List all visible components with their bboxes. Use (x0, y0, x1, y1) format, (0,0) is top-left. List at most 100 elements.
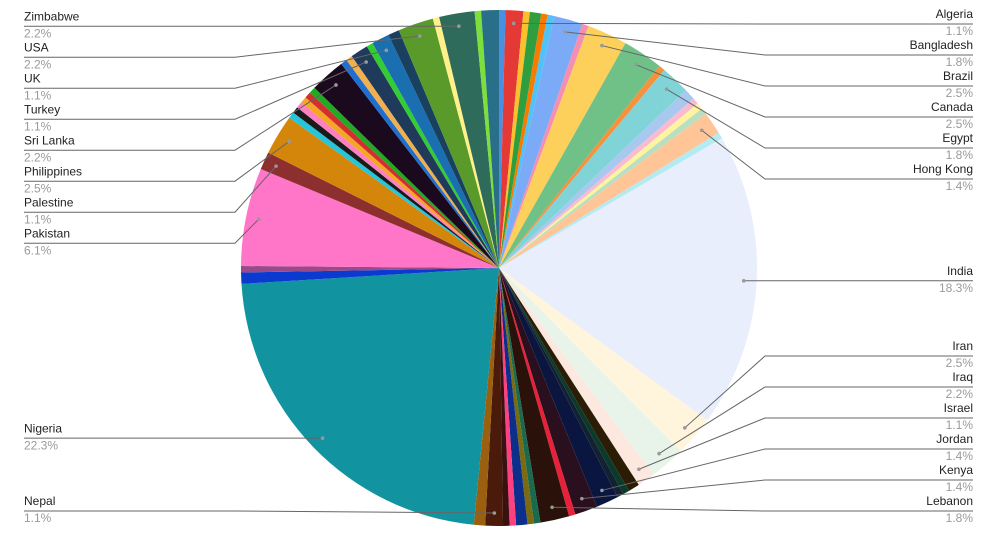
slice-value-label: 1.1% (24, 212, 52, 226)
pie-slice (499, 268, 510, 526)
pie-slice (499, 26, 626, 269)
slice-value-label: 1.1% (946, 418, 974, 432)
leader-dot (741, 278, 746, 283)
leader-line (658, 386, 973, 455)
pie-slice (499, 268, 708, 452)
pie-slice (499, 138, 757, 421)
pie-slice (499, 268, 681, 475)
slice-value-label: 1.1% (24, 119, 52, 133)
slice-label: Nepal (24, 494, 55, 508)
slice-value-label: 2.5% (24, 181, 52, 195)
leader-line (552, 506, 973, 512)
leader-dot (563, 30, 567, 34)
pie-slice (499, 113, 719, 268)
leader-line (638, 417, 973, 470)
pie-slice (268, 117, 499, 268)
leader-dot (274, 164, 278, 168)
pie-slice (289, 112, 499, 268)
pie-slice (499, 268, 654, 485)
slice-value-label: 2.5% (946, 86, 974, 100)
slice-value-label: 2.2% (24, 57, 52, 71)
slice-label: Pakistan (24, 226, 70, 240)
pie-slice (314, 63, 499, 268)
slice-value-label: 2.5% (946, 356, 974, 370)
slice-value-label: 2.2% (946, 387, 974, 401)
leader-line (24, 165, 277, 213)
pie-slice (241, 268, 499, 284)
slice-label: Jordan (936, 432, 973, 446)
pie-slice (398, 18, 499, 269)
pie-slice (439, 11, 499, 269)
slice-value-label: 2.5% (946, 117, 974, 131)
slice-label: Iran (952, 339, 973, 353)
slice-value-label: 1.4% (946, 449, 974, 463)
leader-dot (657, 451, 661, 456)
pie-slice (481, 10, 499, 268)
slice-value-label: 1.1% (946, 24, 974, 38)
slice-label: Lebanon (926, 494, 973, 508)
pie-slice (305, 92, 499, 268)
leader-line (24, 84, 337, 151)
slice-label: Kenya (939, 463, 973, 477)
leader-line (564, 31, 973, 56)
leader-line (24, 218, 260, 244)
slice-label: Turkey (24, 102, 60, 116)
leader-dot (637, 467, 641, 472)
leader-line (601, 45, 973, 87)
slice-label: Nigeria (24, 421, 62, 435)
leader-dot (511, 21, 516, 26)
leader-line (684, 355, 973, 429)
slice-label: Algeria (936, 7, 974, 21)
leader-dot (683, 426, 687, 430)
pie-slice (293, 107, 499, 269)
leader-line (601, 448, 973, 491)
pie-slice (499, 268, 517, 526)
slice-value-label: 6.1% (24, 243, 52, 257)
leader-dot (600, 488, 604, 493)
pie-slice (499, 15, 583, 269)
pie-slice (499, 65, 665, 268)
leader-line (24, 35, 420, 58)
slice-label: UK (24, 71, 41, 85)
leader-dot (580, 496, 584, 501)
slice-label: Sri Lanka (24, 133, 75, 147)
slice-label: India (947, 264, 973, 278)
pie-slice (499, 268, 528, 526)
pie-slice (499, 10, 506, 268)
pie-slice (499, 108, 706, 269)
pie-slice (297, 102, 499, 268)
slice-value-label: 1.1% (24, 88, 52, 102)
leader-line (24, 141, 290, 182)
slice-value-label: 2.2% (24, 26, 52, 40)
slice-label: Iraq (952, 370, 973, 384)
pie-slice (499, 268, 639, 491)
slice-label: Brazil (943, 69, 973, 83)
pie-slice (499, 11, 530, 269)
pie-slice (499, 268, 597, 515)
pie-slice (241, 168, 500, 268)
slice-value-label: 18.3% (939, 281, 973, 295)
leader-dot (320, 436, 325, 440)
pie-slice (309, 87, 499, 268)
pie-slice (499, 268, 534, 525)
pie-slice (240, 265, 499, 273)
pie-slice (499, 268, 630, 495)
pie-slice (499, 10, 524, 268)
leader-line (635, 64, 973, 118)
slice-value-label: 1.8% (946, 55, 974, 69)
slice-value-label: 1.8% (946, 148, 974, 162)
pie-slice (499, 103, 702, 268)
leader-dot (664, 87, 669, 91)
pie-slice (388, 30, 499, 268)
leader-dot (364, 60, 368, 64)
leader-dot (287, 139, 291, 144)
pie-slice (499, 98, 698, 268)
pie-slice (499, 90, 694, 268)
leader-line (24, 49, 387, 89)
pie-slice (499, 14, 555, 268)
pie-slice (485, 268, 504, 526)
pie-slice (346, 56, 499, 269)
leader-line (666, 88, 973, 149)
leader-line (24, 61, 367, 120)
